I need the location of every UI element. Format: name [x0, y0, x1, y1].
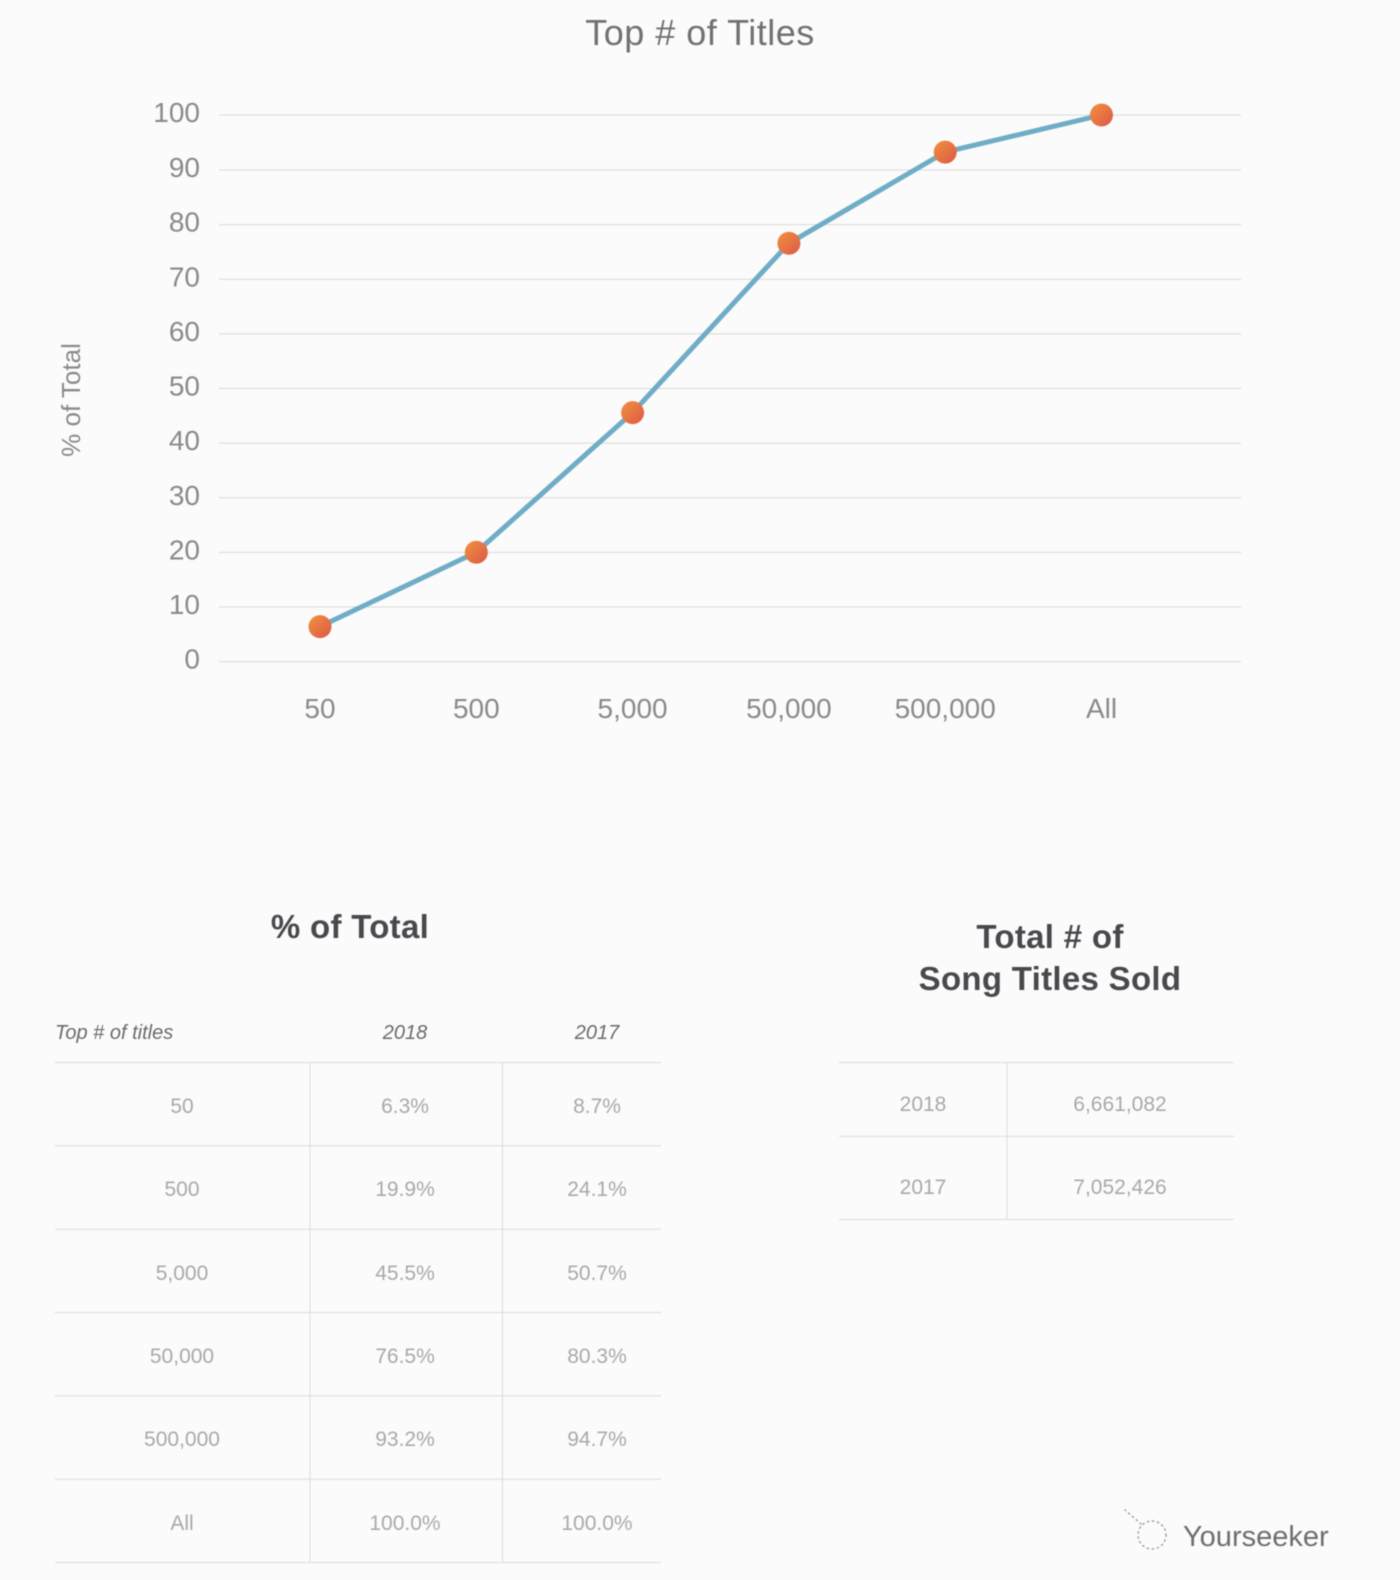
svg-text:500: 500 [453, 693, 500, 724]
svg-text:5,000: 5,000 [598, 693, 668, 724]
svg-text:50: 50 [169, 371, 200, 402]
svg-text:6,661,082: 6,661,082 [1073, 1093, 1166, 1116]
svg-text:70: 70 [169, 261, 200, 292]
svg-text:50: 50 [170, 1095, 193, 1118]
svg-text:19.9%: 19.9% [375, 1178, 435, 1201]
svg-text:500,000: 500,000 [895, 693, 996, 724]
svg-text:2018: 2018 [382, 1022, 428, 1044]
svg-text:30: 30 [169, 480, 200, 511]
svg-text:% of Total: % of Total [56, 343, 86, 457]
svg-text:76.5%: 76.5% [375, 1345, 435, 1368]
svg-text:500: 500 [164, 1178, 199, 1201]
svg-text:10: 10 [169, 589, 200, 620]
svg-text:60: 60 [169, 316, 200, 347]
svg-text:90: 90 [169, 152, 200, 183]
svg-text:Top # of titles: Top # of titles [55, 1022, 173, 1044]
svg-text:40: 40 [169, 425, 200, 456]
svg-text:0: 0 [184, 644, 200, 675]
svg-text:8.7%: 8.7% [573, 1095, 621, 1118]
svg-text:2018: 2018 [900, 1093, 947, 1116]
svg-text:50,000: 50,000 [746, 693, 832, 724]
svg-text:All: All [170, 1512, 193, 1535]
svg-text:Yourseeker: Yourseeker [1183, 1521, 1329, 1553]
svg-text:24.1%: 24.1% [567, 1178, 627, 1201]
svg-text:100.0%: 100.0% [369, 1512, 440, 1535]
svg-text:2017: 2017 [900, 1176, 947, 1199]
svg-text:All: All [1086, 693, 1117, 724]
svg-text:2017: 2017 [574, 1022, 620, 1044]
svg-text:50.7%: 50.7% [567, 1262, 627, 1285]
svg-text:50: 50 [304, 693, 335, 724]
svg-text:80: 80 [169, 207, 200, 238]
svg-text:7,052,426: 7,052,426 [1073, 1176, 1166, 1199]
svg-text:94.7%: 94.7% [567, 1428, 627, 1451]
svg-text:500,000: 500,000 [144, 1428, 220, 1451]
svg-text:80.3%: 80.3% [567, 1345, 627, 1368]
svg-text:93.2%: 93.2% [375, 1428, 435, 1451]
svg-text:6.3%: 6.3% [381, 1095, 429, 1118]
svg-text:100.0%: 100.0% [561, 1512, 632, 1535]
svg-text:20: 20 [169, 534, 200, 565]
svg-text:45.5%: 45.5% [375, 1262, 435, 1285]
svg-text:100: 100 [153, 97, 200, 128]
svg-text:5,000: 5,000 [156, 1262, 209, 1285]
svg-text:50,000: 50,000 [150, 1345, 214, 1368]
